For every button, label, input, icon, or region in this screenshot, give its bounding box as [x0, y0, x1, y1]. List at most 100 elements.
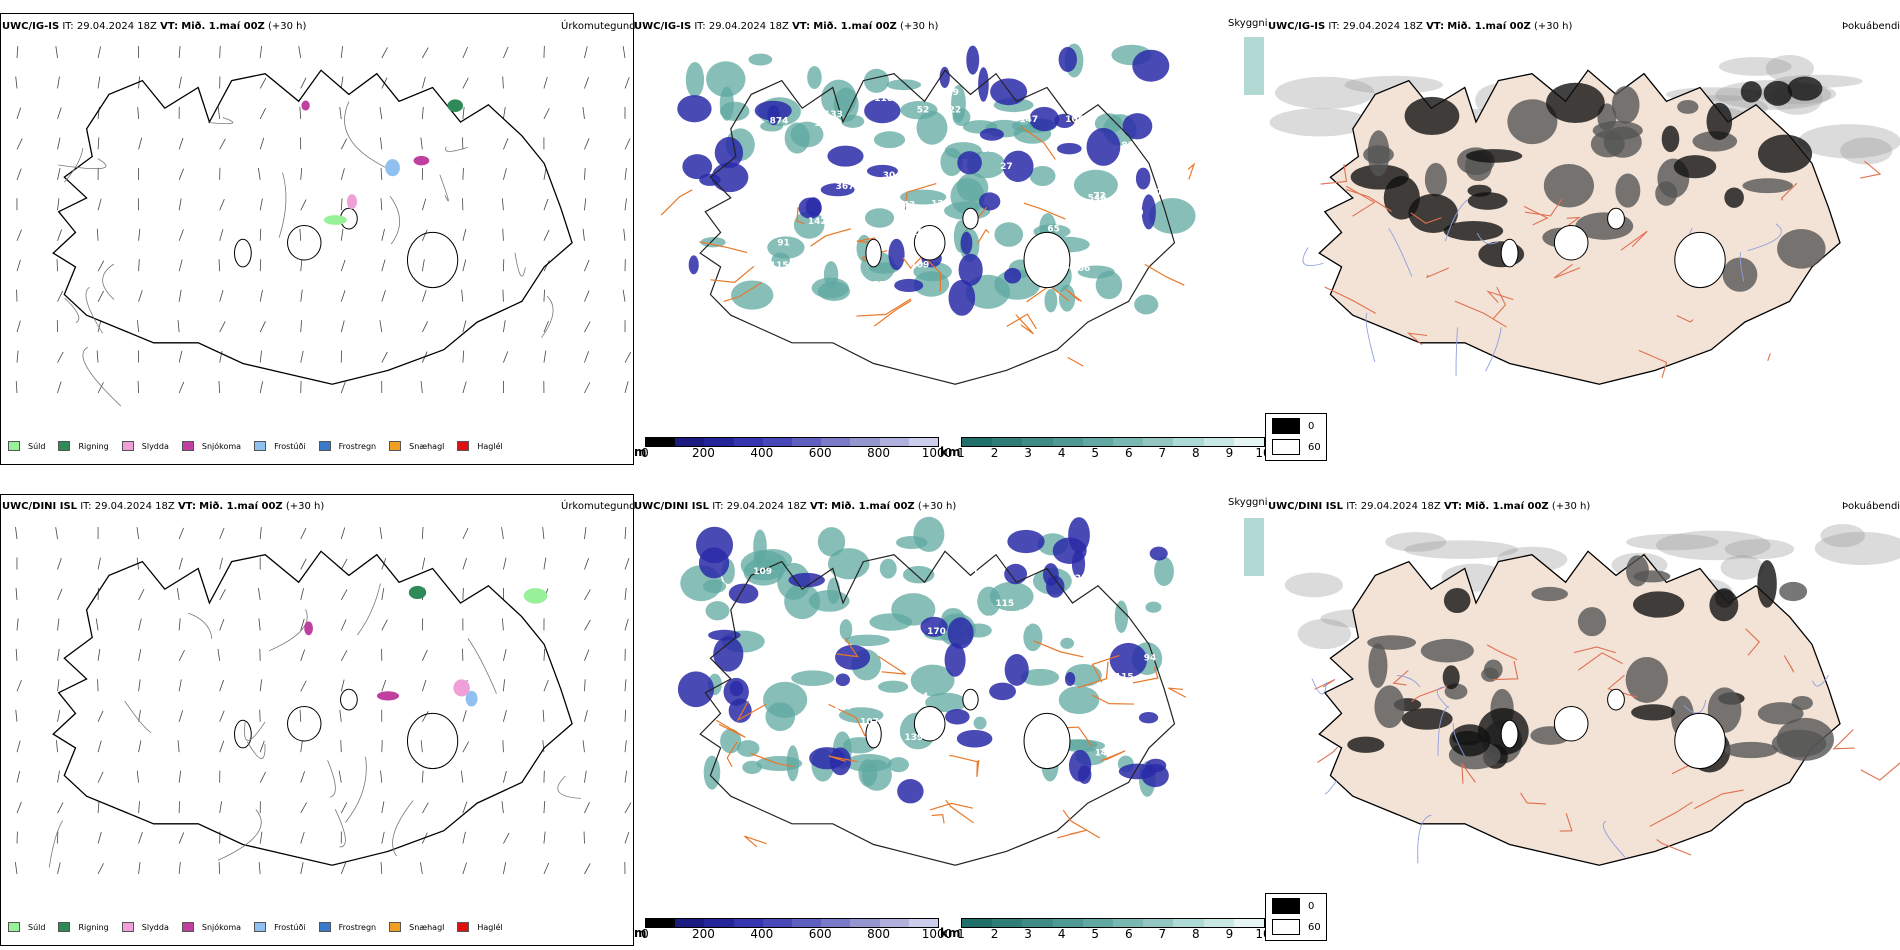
colorbar-segment [1113, 919, 1144, 927]
fog-patch [1631, 704, 1676, 721]
colorbar-segment [646, 919, 676, 927]
fog-patch [1367, 130, 1390, 177]
precip-legend-item: Snæhagl [389, 922, 444, 932]
precip-legend-item: Súld [8, 441, 45, 451]
colorbar-segment [962, 438, 993, 446]
precip-swatch [389, 441, 402, 451]
vis-strip [1244, 518, 1264, 576]
cloud-base-label: 124 [907, 756, 926, 766]
colorbar-segment [1173, 438, 1204, 446]
fog-header-row2: UWC/DINI ISL IT: 29.04.2024 18Z VT: Mið.… [1268, 501, 1591, 512]
precip-legend-item: Frostúði [254, 922, 306, 932]
fog-label-0: 0 [1308, 900, 1315, 912]
cloud-base-label: 230 [1075, 574, 1094, 584]
cloud-base-label: 170 [927, 627, 946, 637]
precip-legend-item: Rigning [58, 922, 109, 932]
cloud-base-label: 106 [1065, 115, 1084, 125]
vis-strip [1244, 37, 1264, 95]
cloud-base-label: 61 [802, 170, 815, 180]
road [1065, 288, 1083, 302]
cloud-base-label: 143 [897, 200, 916, 210]
colorbar-segment [908, 919, 939, 927]
cloud-base-label: 115 [995, 599, 1014, 609]
cloud-base-label: 104 [911, 228, 930, 238]
road [810, 228, 851, 247]
precip-patch [453, 679, 470, 697]
road [710, 265, 755, 283]
fog-patch [1577, 607, 1607, 637]
colorbar-tick: 7 [1158, 927, 1167, 941]
precip-swatch [8, 441, 20, 451]
precip-patch [465, 690, 478, 707]
road [1143, 263, 1185, 286]
colorbar-tick: 600 [808, 927, 832, 941]
road [1132, 667, 1159, 684]
precip-legend-label: Slydda [141, 441, 169, 451]
cloud-colorbar-row2 [645, 918, 939, 928]
glacier-outline [234, 719, 252, 749]
precip-legend-label: Frostregn [338, 441, 377, 451]
colorbar-tick: 800 [867, 446, 891, 460]
precip-swatch [389, 922, 402, 932]
road [1062, 809, 1101, 839]
cloud-base-label: 94 [1144, 653, 1157, 663]
colorbar-segment [733, 438, 763, 446]
precip-legend-item: Frostregn [318, 441, 377, 451]
road [927, 259, 942, 292]
precip-legend-label: Snjókoma [201, 922, 242, 932]
precip-legend-label: Súld [28, 441, 46, 451]
road [1015, 314, 1035, 335]
precip-legend-label: Haglél [477, 441, 503, 451]
colorbar-tick: 1000 [921, 446, 953, 460]
glacier-outline [1674, 231, 1726, 289]
glacier-outline [1607, 207, 1625, 230]
precip-map [15, 45, 632, 407]
road [945, 799, 974, 824]
fog-patch [1625, 657, 1668, 703]
precip-swatch [58, 922, 71, 932]
glacier-outline [865, 238, 882, 268]
colorbar-segment [1052, 919, 1083, 927]
cloud-base-label: 546 [1088, 194, 1107, 204]
precip-swatch [457, 441, 470, 451]
road [1021, 126, 1056, 160]
fog-patch [1779, 581, 1808, 602]
precip-patch [385, 159, 400, 177]
colorbar-tick: 8 [1192, 927, 1200, 941]
fog-patch [1632, 591, 1685, 618]
cloud-base-label: 103 [1149, 188, 1168, 198]
colorbar-tick: 2 [990, 927, 999, 941]
cloud-base-label: 115 [770, 261, 789, 271]
precip-swatch [8, 922, 20, 932]
glacier-outline [962, 688, 979, 711]
colorbar-segment [704, 438, 734, 446]
cloud-base-label: 83 [1121, 141, 1134, 151]
road [828, 755, 858, 763]
road [1187, 162, 1196, 180]
colorbar-segment [1203, 919, 1234, 927]
cloud-base-label: 133 [1002, 195, 1021, 205]
precip-legend-label: Rigning [78, 441, 109, 451]
colorbar-segment [792, 438, 822, 446]
fog-legend-row2: 0 60 [1265, 893, 1327, 941]
cloud-base-label: 115 [1115, 673, 1134, 683]
precip-patch [376, 691, 400, 701]
fog-map [1269, 54, 1900, 385]
glacier-outline [340, 688, 358, 711]
precip-swatch [121, 922, 134, 932]
road [856, 298, 912, 317]
cloud-base-label: 118 [1128, 258, 1147, 268]
colorbar-segment [1022, 438, 1053, 446]
glacier-outline [1553, 225, 1589, 261]
cloud-base-label: 133 [824, 110, 843, 120]
colorbar-segment [908, 438, 939, 446]
colorbar-tick: 6 [1124, 927, 1133, 941]
iceland-coastline [699, 550, 1176, 866]
fog-patch [1543, 163, 1594, 208]
cloud-base-label: 100 [1035, 701, 1054, 711]
cloud-base-label: 92 [1043, 746, 1056, 756]
glacier-outline [913, 225, 946, 261]
colorbar-segment [992, 438, 1023, 446]
cloud-map: 170 94 92 24 139 96 111 115 107 165 140 100 115 139 10… [677, 516, 1187, 866]
road [750, 752, 794, 768]
